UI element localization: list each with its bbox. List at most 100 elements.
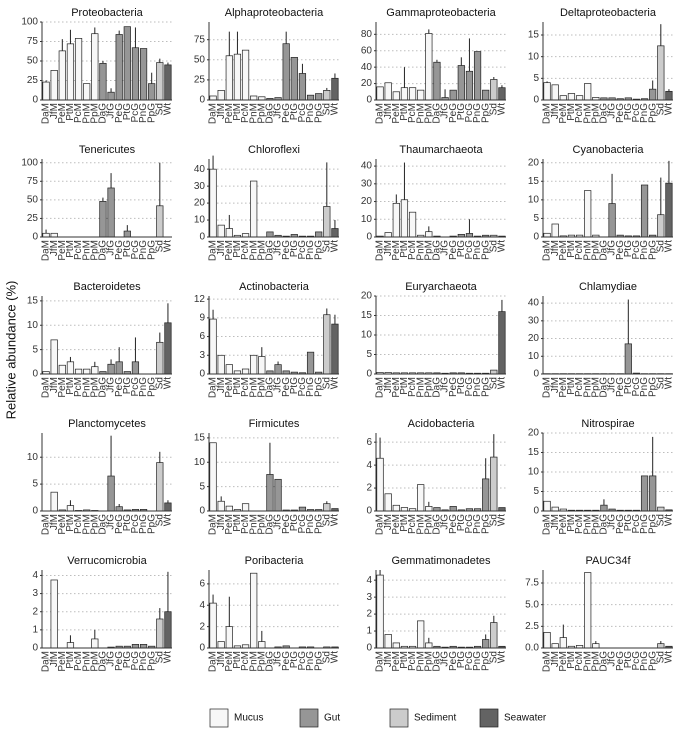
x-tick-label: PnG xyxy=(472,514,483,534)
y-tick-label: 5 xyxy=(533,73,539,84)
bar xyxy=(433,507,441,512)
x-tick-label: PeG xyxy=(281,240,292,260)
x-tick-label: DaG xyxy=(265,103,276,124)
x-tick-label: PtG xyxy=(289,514,300,531)
x-tick-label: PpG xyxy=(647,377,658,397)
bar xyxy=(665,182,673,238)
x-tick-label: PcM xyxy=(73,377,84,397)
x-tick-label: PnG xyxy=(639,377,650,397)
x-tick-label: Wt xyxy=(330,651,341,663)
panel-title: Poribacteria xyxy=(245,555,305,567)
x-tick-label: JfG xyxy=(440,240,451,256)
x-tick-label: PeM xyxy=(57,651,68,672)
x-tick-label: PcG xyxy=(464,240,475,260)
x-tick-label: PnG xyxy=(472,377,483,397)
x-tick-label: Sd xyxy=(488,514,499,526)
y-tick-label: 10 xyxy=(194,215,206,226)
y-tick-label: 20 xyxy=(361,196,373,207)
bar xyxy=(209,95,217,101)
x-tick-label: PnM xyxy=(582,651,593,672)
y-tick-label: 10 xyxy=(194,457,206,468)
x-tick-label: PcG xyxy=(130,377,141,397)
bar xyxy=(50,339,58,375)
x-tick-label: Sd xyxy=(154,514,165,526)
x-tick-label: PpG xyxy=(647,103,658,123)
y-tick-label: 75 xyxy=(194,34,206,45)
x-tick-label: Sd xyxy=(655,514,666,526)
x-tick-label: PeG xyxy=(615,240,626,260)
y-tick-label: 25 xyxy=(194,75,206,86)
bar xyxy=(298,73,307,101)
bar xyxy=(139,644,148,649)
y-tick-label: 50 xyxy=(194,54,206,65)
x-tick-label: DaM xyxy=(41,103,52,124)
y-tick-label: 80 xyxy=(361,29,373,40)
y-tick-label: 12 xyxy=(194,294,206,305)
x-tick-label: PtM xyxy=(65,103,76,121)
x-tick-label: PeG xyxy=(281,103,292,123)
bar xyxy=(209,442,217,512)
legend-label: Sediment xyxy=(414,713,456,724)
x-tick-label: PcM xyxy=(73,651,84,671)
x-tick-label: PeG xyxy=(114,651,125,671)
bar xyxy=(99,200,107,238)
x-tick-label: PcG xyxy=(631,651,642,671)
y-tick-label: 4 xyxy=(366,575,372,586)
bar xyxy=(225,505,233,512)
panel-title: Gammaproteobacteria xyxy=(386,7,496,19)
panel-title: Proteobacteria xyxy=(71,7,143,19)
x-tick-label: PpM xyxy=(590,514,601,535)
bar xyxy=(91,638,99,649)
bar xyxy=(258,356,266,375)
x-tick-label: PnG xyxy=(639,514,650,534)
bar xyxy=(266,231,274,238)
x-tick-label: PcG xyxy=(297,377,308,397)
x-tick-label: DaG xyxy=(265,651,276,672)
x-tick-label: PeM xyxy=(558,651,569,672)
panel-title: Firmicutes xyxy=(249,418,300,430)
x-tick-label: PtG xyxy=(289,103,300,120)
x-tick-label: DaG xyxy=(432,377,443,398)
x-tick-label: DaM xyxy=(41,377,52,398)
x-tick-label: PnG xyxy=(472,103,483,123)
x-tick-label: Sd xyxy=(488,377,499,389)
bar xyxy=(323,206,331,238)
bar xyxy=(575,95,584,101)
x-tick-label: PpM xyxy=(89,240,100,261)
bar xyxy=(425,33,433,101)
x-tick-label: JfG xyxy=(273,651,284,667)
y-tick-label: 5 xyxy=(533,213,539,224)
y-tick-label: 20 xyxy=(361,78,373,89)
x-tick-label: PpG xyxy=(480,377,491,397)
bar xyxy=(123,26,131,101)
x-tick-label: Sd xyxy=(488,240,499,252)
y-tick-label: 15 xyxy=(528,447,540,458)
x-tick-label: Wt xyxy=(497,103,508,115)
bar xyxy=(209,168,217,238)
x-tick-label: PeM xyxy=(391,651,402,672)
y-tick-label: 0 xyxy=(366,369,372,380)
x-tick-label: JfM xyxy=(383,103,394,119)
x-tick-label: PpM xyxy=(256,651,267,672)
x-tick-label: PnM xyxy=(582,103,593,124)
y-tick-label: 40 xyxy=(528,298,540,309)
x-tick-label: PtM xyxy=(399,651,410,669)
y-tick-label: 0 xyxy=(199,95,205,106)
x-tick-label: PeG xyxy=(448,377,459,397)
x-tick-label: PtM xyxy=(65,377,76,395)
y-tick-label: 5 xyxy=(32,479,38,490)
x-tick-label: PcM xyxy=(574,514,585,534)
x-tick-label: PnM xyxy=(248,240,259,261)
x-tick-label: JfG xyxy=(273,103,284,119)
legend-label: Gut xyxy=(324,713,340,724)
x-tick-label: PpG xyxy=(146,377,157,397)
y-tick-label: 0 xyxy=(199,506,205,517)
bar xyxy=(50,491,58,512)
y-tick-label: 4 xyxy=(366,460,372,471)
x-tick-label: PpG xyxy=(146,240,157,260)
x-tick-label: JfG xyxy=(106,377,117,393)
bar xyxy=(400,199,409,238)
x-tick-label: JfG xyxy=(440,514,451,530)
bar xyxy=(225,55,233,101)
x-tick-label: Wt xyxy=(163,651,174,663)
